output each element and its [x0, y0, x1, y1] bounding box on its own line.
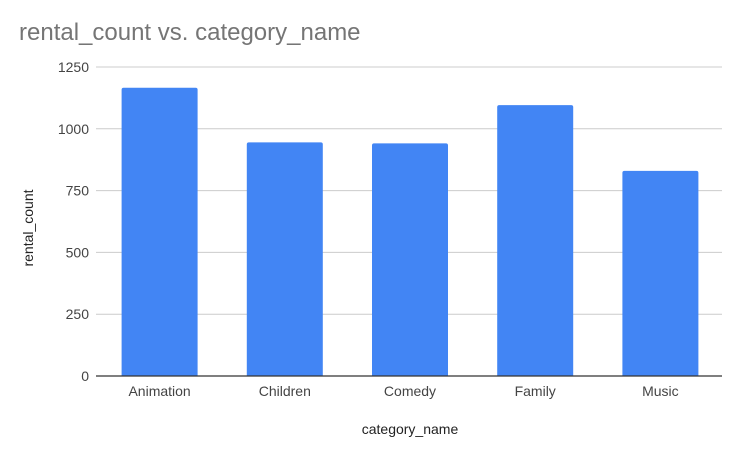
bar-children — [246, 142, 323, 376]
x-tick-label: Children — [259, 383, 311, 399]
bar-music — [622, 170, 699, 376]
x-tick-label: Music — [642, 383, 679, 399]
y-axis-title: rental_count — [20, 189, 36, 266]
chart-title: rental_count vs. category_name — [19, 19, 361, 46]
bar-animation — [121, 87, 198, 376]
x-axis-title: category_name — [362, 421, 459, 437]
bar-family — [497, 105, 574, 377]
x-tick-label: Family — [515, 383, 556, 399]
y-tick-label: 500 — [66, 244, 90, 260]
y-tick-label: 750 — [66, 183, 90, 199]
y-tick-label: 0 — [81, 368, 89, 384]
y-tick-label: 250 — [66, 306, 90, 322]
x-tick-label: Animation — [128, 383, 190, 399]
bars — [121, 87, 699, 377]
x-tick-label: Comedy — [384, 383, 436, 399]
y-tick-label: 1250 — [58, 59, 89, 75]
bar-comedy — [372, 143, 448, 376]
y-tick-label: 1000 — [58, 121, 89, 137]
x-axis-ticks: Animation Children Comedy Family Music — [128, 383, 678, 399]
y-axis-ticks: 0 250 500 750 1000 1250 — [58, 59, 89, 384]
